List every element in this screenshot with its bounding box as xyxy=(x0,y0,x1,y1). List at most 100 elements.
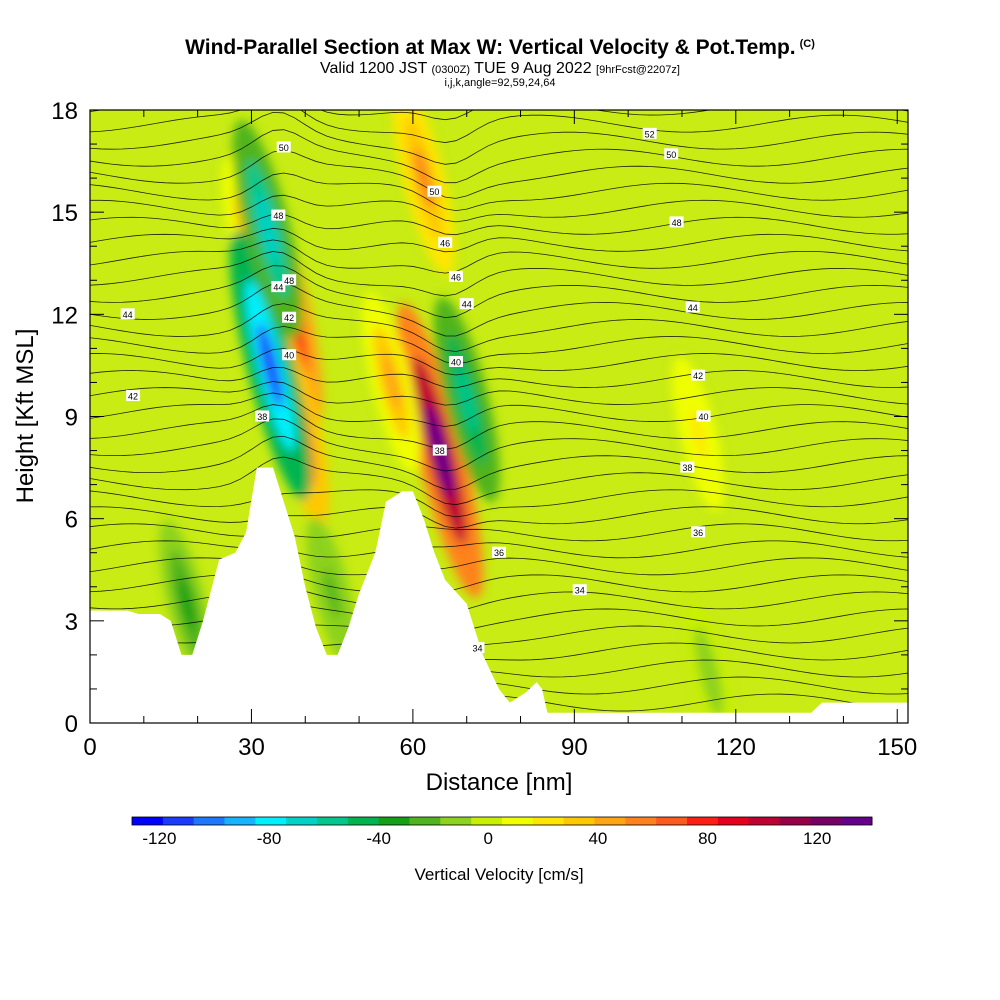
colorbar-swatch-23 xyxy=(841,817,873,825)
x-tick-label-4: 120 xyxy=(716,734,756,761)
colorbar-tick-label-0: -120 xyxy=(142,829,176,848)
theta-label-2: 36 xyxy=(693,528,703,538)
colorbar-swatch-19 xyxy=(717,817,750,825)
theta-contour-28 xyxy=(90,213,908,236)
colorbar-tick-label-3: 0 xyxy=(484,829,493,848)
theta-label-17: 46 xyxy=(451,272,461,282)
theta-label-box-11 xyxy=(691,369,706,381)
theta-contour-14 xyxy=(90,435,908,490)
theta-contour-19 xyxy=(90,367,908,389)
chart-title: Wind-Parallel Section at Max W: Vertical… xyxy=(0,36,1000,60)
colorbar-swatch-8 xyxy=(378,817,410,825)
y-axis-label: Height [Kft MSL] xyxy=(12,329,39,504)
y-tick-label-6: 18 xyxy=(51,98,78,125)
theta-label-box-4 xyxy=(680,461,695,473)
theta-label-12: 42 xyxy=(284,313,294,323)
forecast-label: [9hrFcst@2207z] xyxy=(596,64,680,76)
theta-contour-22 xyxy=(90,303,908,352)
colorbar-swatch-6 xyxy=(317,817,349,825)
theta-label-20: 48 xyxy=(284,276,294,286)
valid-utc: (0300Z) xyxy=(431,64,471,76)
theta-contour-9 xyxy=(90,540,908,559)
theta-label-box-5 xyxy=(255,410,270,422)
y-tick-label-3: 9 xyxy=(65,405,78,432)
theta-contour-13 xyxy=(90,456,908,506)
theta-label-10: 42 xyxy=(128,392,138,402)
x-tick-label-3: 90 xyxy=(561,734,588,761)
theta-label-19: 48 xyxy=(672,218,682,228)
theta-label-box-0 xyxy=(572,584,587,596)
theta-label-box-2 xyxy=(691,526,706,538)
colorbar-swatch-15 xyxy=(594,817,626,825)
y-tick-label-0: 0 xyxy=(65,711,78,738)
downdraft-peak-12 xyxy=(701,649,717,695)
updraft-peak-5 xyxy=(690,409,707,459)
theta-contour-34 xyxy=(90,110,908,143)
theta-label-13: 44 xyxy=(462,300,472,310)
colorbar-swatch-13 xyxy=(532,817,565,825)
theta-contour-25 xyxy=(90,251,908,297)
theta-label-7: 40 xyxy=(698,412,708,422)
theta-label-8: 40 xyxy=(284,351,294,361)
theta-label-box-24 xyxy=(276,141,291,153)
colorbar-tick-label-4: 40 xyxy=(588,829,607,848)
y-tick-label-1: 3 xyxy=(65,609,78,636)
theta-label-box-7 xyxy=(696,410,711,422)
theta-label-24: 50 xyxy=(279,143,289,153)
valid-date: TUE 9 Aug 2022 xyxy=(474,60,592,77)
theta-contour-21 xyxy=(90,325,908,365)
downdraft-peak-10 xyxy=(456,366,478,433)
colorbar-swatch-16 xyxy=(625,817,657,825)
theta-label-box-10 xyxy=(126,390,141,402)
colorbar-swatch-9 xyxy=(409,817,441,825)
theta-contour-30 xyxy=(90,172,908,212)
theta-label-0: 34 xyxy=(575,586,585,596)
colorbar-swatch-0 xyxy=(132,817,164,825)
theta-label-box-14 xyxy=(271,281,286,293)
theta-label-23: 50 xyxy=(666,150,676,160)
theta-contour-32 xyxy=(90,129,908,184)
downdraft-peak-11 xyxy=(324,569,341,619)
x-tick-label-0: 0 xyxy=(83,734,96,761)
theta-label-15: 44 xyxy=(688,303,698,313)
colorbar: -120 -80 -40 0 40 80 120 xyxy=(131,816,873,848)
colorbar-swatch-1 xyxy=(162,817,195,825)
y-tick-label-5: 15 xyxy=(51,200,78,227)
theta-label-box-1 xyxy=(470,642,485,654)
colorbar-tick-label-5: 80 xyxy=(698,829,717,848)
valid-prefix: Valid 1200 JST xyxy=(320,60,428,77)
theta-label-box-3 xyxy=(492,546,506,558)
theta-contour-12 xyxy=(90,489,908,518)
theta-label-22: 50 xyxy=(429,187,439,197)
theta-label-box-15 xyxy=(685,301,700,313)
theta-contour-16 xyxy=(90,404,908,450)
colorbar-swatch-22 xyxy=(810,817,842,825)
theta-label-25: 52 xyxy=(645,129,655,139)
x-tick-label-1: 30 xyxy=(238,734,265,761)
colorbar-swatch-20 xyxy=(748,817,780,825)
theta-label-11: 42 xyxy=(693,371,703,381)
theta-contour-24 xyxy=(90,265,908,319)
terrain-mask xyxy=(90,467,908,723)
colorbar-swatch-21 xyxy=(779,817,811,825)
colorbar-swatch-2 xyxy=(193,817,225,825)
theta-label-box-21 xyxy=(271,209,286,221)
colorbar-swatch-5 xyxy=(286,817,318,825)
colorbar-tick-label-2: -40 xyxy=(366,829,391,848)
colorbar-swatch-7 xyxy=(347,817,380,825)
colorbar-swatch-12 xyxy=(502,817,534,825)
theta-contour-29 xyxy=(90,194,908,223)
theta-label-box-22 xyxy=(427,185,442,197)
x-tick-label-5: 150 xyxy=(877,734,917,761)
theta-label-box-18 xyxy=(438,236,453,248)
theta-label-5: 38 xyxy=(257,412,267,422)
colorbar-swatch-14 xyxy=(563,817,595,825)
colorbar-swatch-17 xyxy=(656,817,688,825)
theta-label-box-13 xyxy=(459,298,474,310)
theta-contour-10 xyxy=(90,523,908,542)
valid-time-line: Valid 1200 JST (0300Z) TUE 9 Aug 2022 [9… xyxy=(0,60,1000,78)
title-suffix: (C) xyxy=(799,38,815,50)
theta-label-box-19 xyxy=(669,216,684,228)
colorbar-swatch-18 xyxy=(687,817,719,825)
theta-label-1: 34 xyxy=(472,644,482,654)
